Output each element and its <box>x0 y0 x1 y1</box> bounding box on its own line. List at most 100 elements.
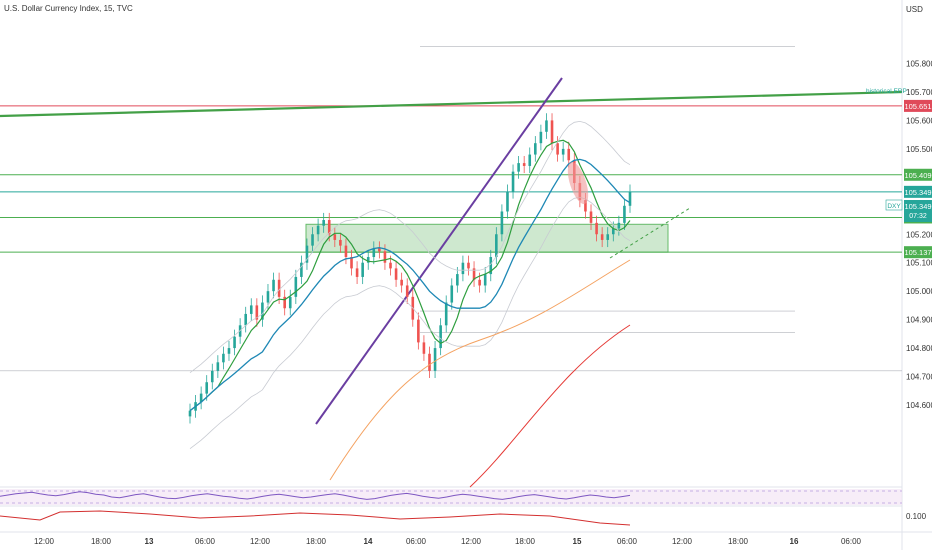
x-tick-label: 12:00 <box>672 537 693 546</box>
candle-body <box>322 220 325 226</box>
y-tick-label: 105.200 <box>906 230 932 239</box>
y-tick-label: 105.000 <box>906 287 932 296</box>
candle-body <box>478 279 481 286</box>
candle-body <box>249 305 253 314</box>
x-tick-label: 15 <box>573 537 582 546</box>
level-price-tag <box>904 99 932 112</box>
candle-body <box>294 276 298 297</box>
purple-trendline <box>315 77 563 425</box>
candle-body <box>444 302 448 326</box>
candle-body <box>333 234 337 240</box>
x-tick-label: 13 <box>145 537 154 546</box>
candle-body <box>300 262 303 277</box>
candle-body <box>539 131 543 144</box>
candle-body <box>545 120 548 132</box>
symbol-badge <box>885 199 903 211</box>
candle-body <box>366 257 370 263</box>
candle-body <box>344 245 348 258</box>
y-tick-label: 105.100 <box>906 259 932 268</box>
candle-body <box>428 353 431 371</box>
candle-body <box>216 362 220 371</box>
candle-body <box>188 410 192 417</box>
candle-body <box>205 382 209 394</box>
candle-body <box>210 370 214 383</box>
candle-body <box>266 291 270 303</box>
indicator-line <box>0 510 631 526</box>
trendline-label: historical ERP <box>866 88 907 95</box>
candle-body <box>517 163 520 172</box>
currency-label: USD <box>906 5 923 14</box>
rsi-line <box>0 491 631 500</box>
candle-body <box>456 274 459 286</box>
candle-body <box>567 148 571 161</box>
candle-body <box>339 239 342 246</box>
candle-body <box>467 262 470 269</box>
level-price-label: 105.349 <box>904 188 931 197</box>
candle-body <box>378 248 381 252</box>
candle-body <box>327 220 331 235</box>
candle-body <box>617 222 621 229</box>
candle-body <box>495 234 498 258</box>
candle-body <box>500 211 504 235</box>
x-tick-label: 18:00 <box>91 537 112 546</box>
last-price-label: 105.349 <box>904 202 931 211</box>
candle-body <box>383 251 387 263</box>
candle-body <box>439 325 442 349</box>
candle-body <box>261 302 264 320</box>
ema-red-line <box>469 324 631 488</box>
candle-body <box>244 313 247 326</box>
candle-body <box>511 171 515 192</box>
candle-body <box>283 296 286 309</box>
ma-slow-line <box>189 158 631 412</box>
candle-body <box>272 279 275 292</box>
candle-body <box>255 305 259 320</box>
candle-body <box>595 222 598 235</box>
level-price-label: 105.137 <box>904 248 931 257</box>
candle-body <box>227 348 231 354</box>
candle-body <box>422 342 426 354</box>
candle-body <box>400 279 403 286</box>
candle-body <box>355 268 359 277</box>
last-price-tag <box>904 200 932 222</box>
candle-body <box>288 296 292 309</box>
y-tick-label: 104.900 <box>906 316 932 325</box>
level-price-label: 105.651 <box>904 102 931 111</box>
candle-body <box>450 285 454 303</box>
candle-body <box>489 257 493 275</box>
y-tick-label: 105.600 <box>906 116 932 125</box>
x-tick-label: 16 <box>790 537 799 546</box>
candle-body <box>389 262 392 269</box>
candle-body <box>611 228 615 235</box>
candle-body <box>433 348 437 371</box>
bollinger-upper <box>189 120 631 374</box>
candle-body <box>628 191 632 206</box>
candle-body <box>372 248 376 258</box>
candle-body <box>522 163 526 166</box>
chart-title: U.S. Dollar Currency Index, 15, TVC <box>4 4 133 13</box>
candle-body <box>277 279 281 297</box>
candle-body <box>405 285 409 297</box>
candle-body <box>472 268 476 280</box>
x-tick-label: 18:00 <box>515 537 536 546</box>
x-tick-label: 12:00 <box>34 537 55 546</box>
y-tick-label: 105.800 <box>906 60 932 69</box>
candle-body <box>311 234 314 246</box>
candle-body <box>361 262 364 277</box>
x-tick-label: 12:00 <box>461 537 482 546</box>
x-tick-label: 06:00 <box>195 537 216 546</box>
candle-body <box>305 245 309 263</box>
rsi-band <box>0 489 902 505</box>
bollinger-lower <box>189 196 631 450</box>
x-tick-label: 06:00 <box>617 537 638 546</box>
x-tick-label: 18:00 <box>728 537 749 546</box>
y-tick-label: 105.700 <box>906 88 932 97</box>
x-tick-label: 18:00 <box>306 537 327 546</box>
countdown-label: 07:32 <box>909 213 927 220</box>
candle-body <box>584 200 587 212</box>
x-tick-label: 12:00 <box>250 537 271 546</box>
candle-body <box>556 143 559 155</box>
candle-body <box>316 225 320 235</box>
candle-body <box>483 274 487 286</box>
